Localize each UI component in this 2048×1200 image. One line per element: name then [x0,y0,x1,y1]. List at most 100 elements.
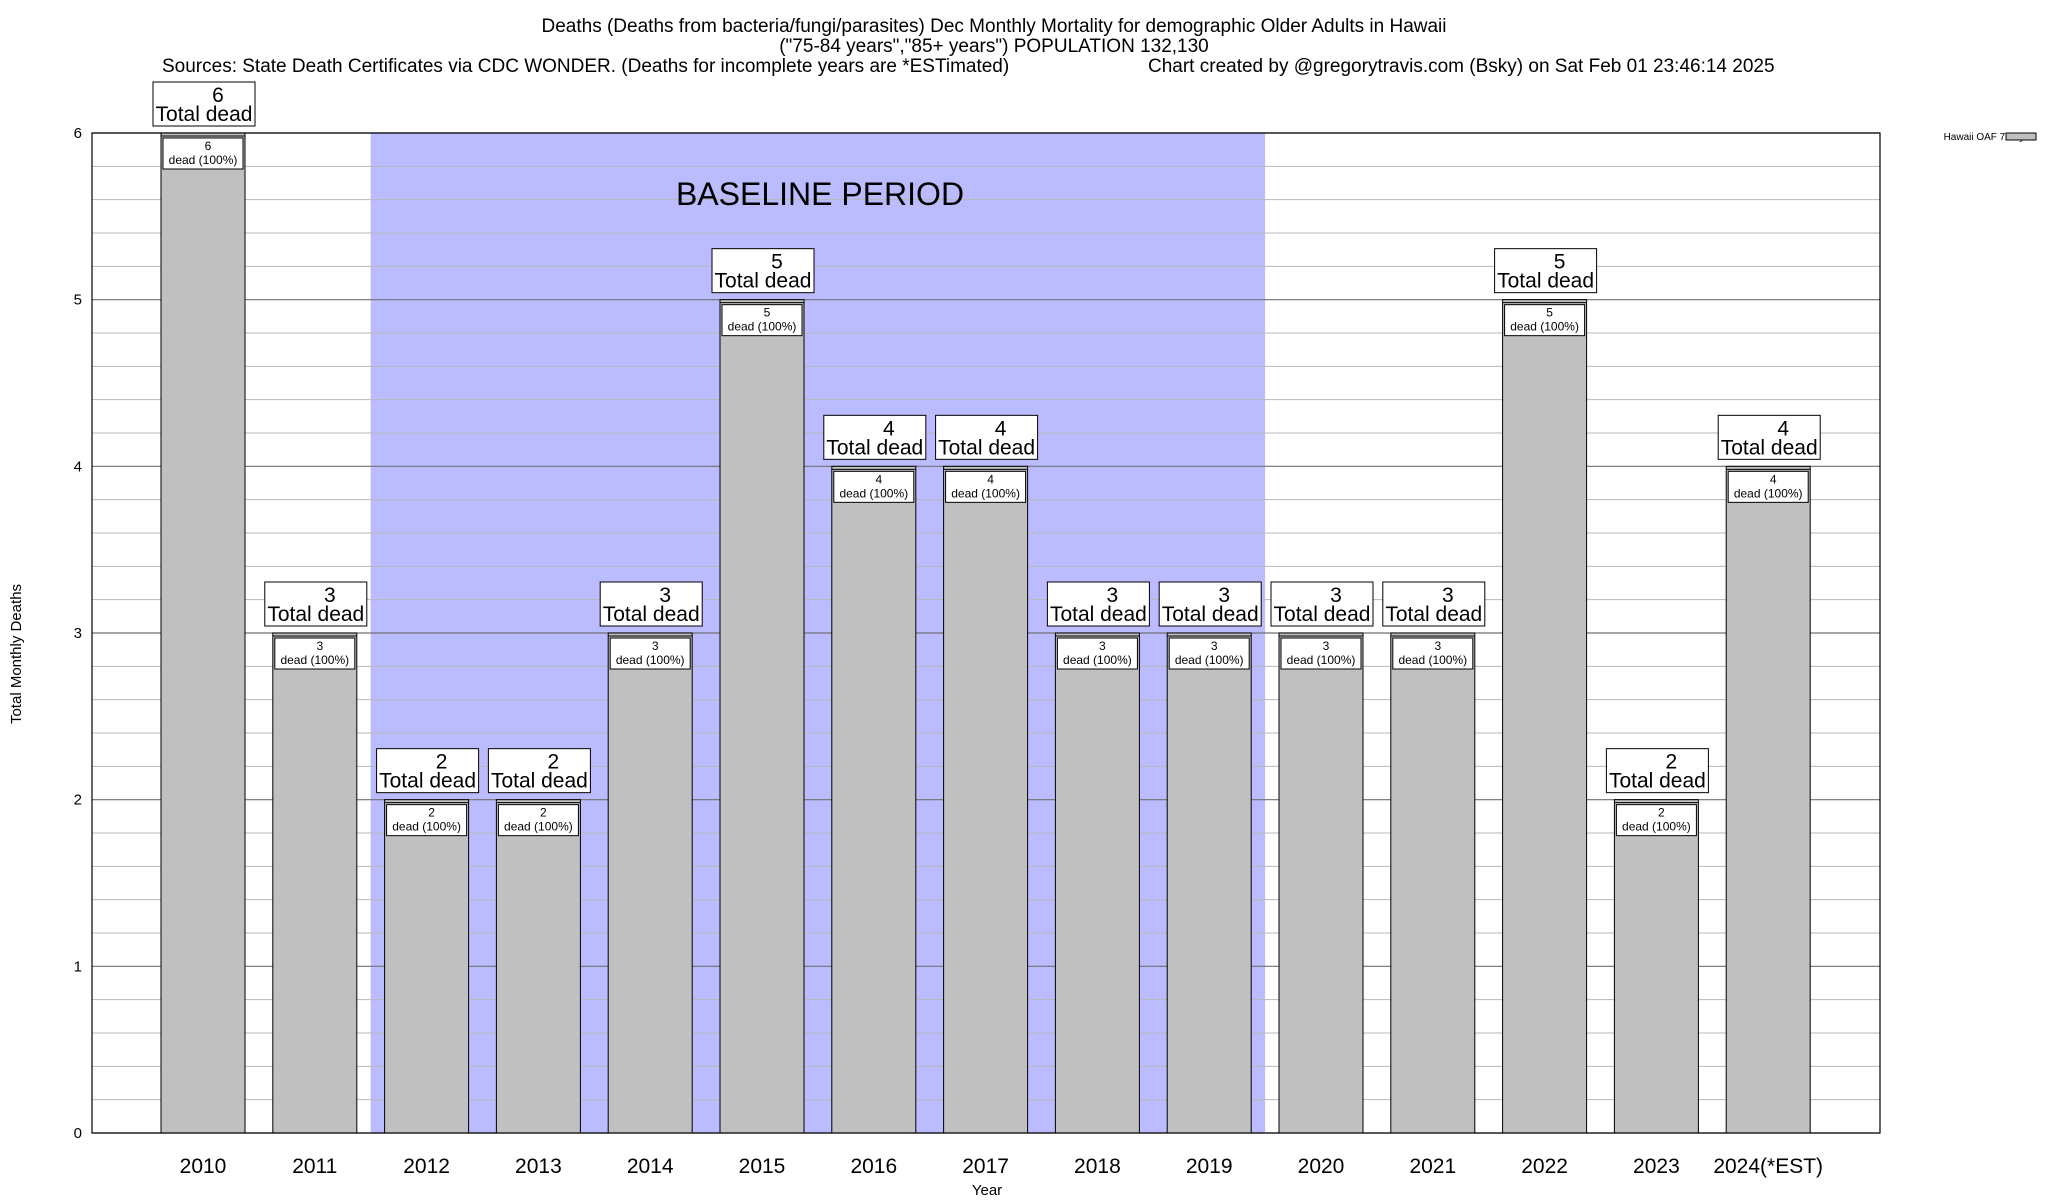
total-label-text: Total dead [491,770,588,793]
total-label-box [376,748,480,794]
inner-label-text: dead (100%) [1734,486,1803,500]
total-label-count: 2 [436,751,448,774]
y-tick-label: 5 [74,292,82,309]
y-tick-label: 1 [74,958,82,975]
inner-label-text: dead (100%) [1063,653,1132,667]
chart-sources: Sources: State Death Certificates via CD… [162,56,1009,77]
inner-label-box [1056,637,1138,670]
y-tick-label: 3 [74,625,82,642]
inner-label-text: dead (100%) [392,820,461,834]
inner-label-count: 6 [205,139,212,153]
total-label-box [1270,581,1374,627]
inner-label-box [609,637,691,670]
total-label-count: 2 [548,751,560,774]
inner-label-count: 5 [1546,306,1553,320]
total-label-count: 3 [324,584,336,607]
total-label-count: 5 [1554,251,1566,274]
total-label-text: Total dead [1162,603,1259,626]
plot-border [91,132,1881,1134]
bar [272,632,358,1134]
y-tick-label: 4 [74,458,82,475]
inner-label-text: dead (100%) [1287,653,1356,667]
inner-label-count: 5 [764,306,771,320]
total-label-box [1046,581,1150,627]
inner-label-count: 4 [987,472,994,486]
total-label-box [823,414,927,460]
bar [384,799,470,1134]
inner-label-box [162,137,244,170]
total-label-box [1605,748,1709,794]
total-label-text: Total dead [267,603,364,626]
x-tick-label: 2019 [1186,1155,1233,1178]
total-label-count: 3 [1442,584,1454,607]
x-tick-label: 2016 [850,1155,897,1178]
total-label-box [711,248,815,294]
inner-label-count: 3 [1434,639,1441,653]
total-label-text: Total dead [715,270,812,293]
y-tick-label: 0 [74,1125,82,1142]
total-label-text: Total dead [938,436,1035,459]
inner-label-count: 4 [1770,472,1777,486]
x-tick-label: 2010 [180,1155,227,1178]
baseline-label: BASELINE PERIOD [676,176,964,212]
inner-label-text: dead (100%) [728,320,797,334]
bar [1613,799,1699,1134]
bar [943,465,1029,1134]
total-label-box [1382,581,1486,627]
total-label-text: Total dead [379,770,476,793]
inner-label-text: dead (100%) [1622,820,1691,834]
inner-label-count: 2 [428,806,435,820]
bar [1390,632,1476,1134]
inner-label-box [1504,304,1586,337]
inner-label-text: dead (100%) [504,820,573,834]
total-label-text: Total dead [1050,603,1147,626]
bar [160,132,246,1134]
x-tick-label: 2015 [739,1155,786,1178]
x-tick-label: 2022 [1521,1155,1568,1178]
inner-label-box [1280,637,1362,670]
bar [719,299,805,1134]
total-label-text: Total dead [1274,603,1371,626]
x-axis-title: Year [972,1182,1002,1199]
bar [1166,632,1252,1134]
total-label-box [487,748,591,794]
bar [1278,632,1364,1134]
inner-label-box [721,304,803,337]
inner-label-count: 4 [875,472,882,486]
y-axis-title: Total Monthly Deaths [8,584,25,724]
total-label-count: 3 [1218,584,1230,607]
inner-label-text: dead (100%) [1510,320,1579,334]
total-label-text: Total dead [603,603,700,626]
total-label-count: 5 [771,251,783,274]
y-tick-label: 2 [74,792,82,809]
inner-label-count: 3 [1211,639,1218,653]
total-label-text: Total dead [1385,603,1482,626]
inner-label-count: 3 [652,639,659,653]
inner-label-box [274,637,356,670]
x-tick-label: 2017 [962,1155,1009,1178]
bar [495,799,581,1134]
total-label-text: Total dead [1497,270,1594,293]
chart-subtitle: ("75-84 years","85+ years") POPULATION 1… [779,36,1209,57]
inner-label-text: dead (100%) [839,486,908,500]
inner-label-box [386,804,468,837]
y-tick-label: 6 [74,125,82,142]
x-tick-label: 2023 [1633,1155,1680,1178]
total-label-box [599,581,703,627]
total-label-count: 4 [1777,417,1789,440]
bar [1054,632,1140,1134]
inner-label-box [1168,637,1250,670]
total-label-box [152,81,256,127]
total-label-text: Total dead [1721,436,1818,459]
total-label-count: 4 [995,417,1007,440]
x-tick-label: 2024(*EST) [1713,1155,1823,1178]
inner-label-text: dead (100%) [951,486,1020,500]
inner-label-count: 3 [1323,639,1330,653]
inner-label-text: dead (100%) [1398,653,1467,667]
inner-label-count: 2 [540,806,547,820]
x-tick-label: 2018 [1074,1155,1121,1178]
inner-label-text: dead (100%) [169,153,238,167]
inner-label-text: dead (100%) [280,653,349,667]
x-tick-label: 2011 [292,1155,337,1178]
